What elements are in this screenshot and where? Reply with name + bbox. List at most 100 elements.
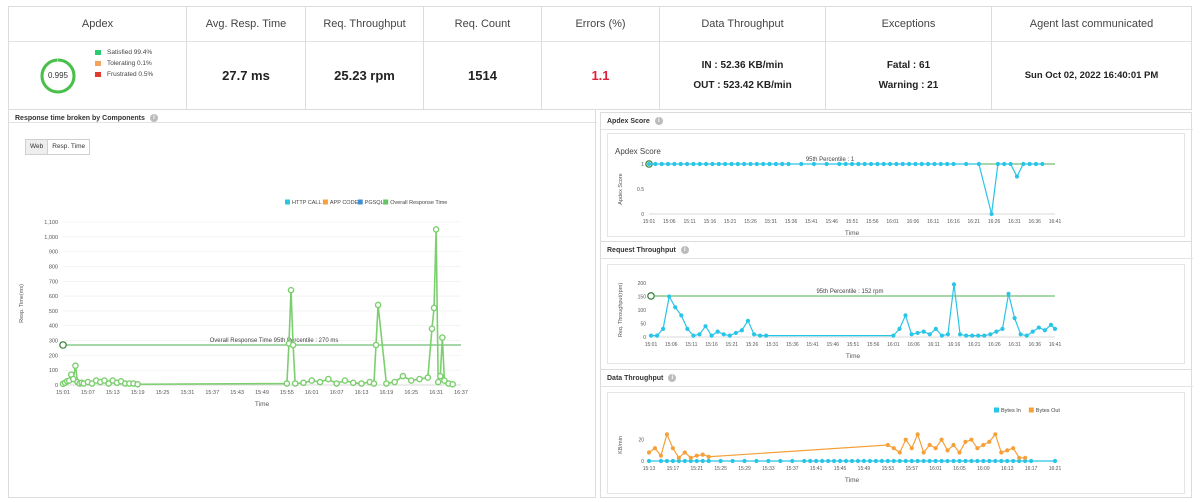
data-point	[915, 432, 920, 437]
x-tick-label: 15:13	[106, 390, 120, 396]
data-point	[814, 458, 819, 464]
data-throughput-title: Data Throughput	[607, 374, 664, 382]
errors-value: 1.1	[591, 67, 610, 83]
x-tick-label: 15:31	[766, 342, 779, 348]
data-point	[957, 332, 963, 337]
data-point	[742, 458, 747, 464]
data-point	[1012, 316, 1017, 321]
x-tick-label: 15:51	[847, 342, 860, 348]
data-throughput-header: Data Throughput	[660, 7, 825, 42]
x-tick-label: 15:36	[785, 219, 798, 225]
data-point	[721, 332, 726, 337]
data-point	[915, 330, 920, 336]
data-point	[1017, 458, 1022, 464]
data-point	[778, 458, 783, 464]
data-point	[799, 161, 804, 167]
data-point	[921, 458, 926, 464]
y-tick-label: 300	[49, 339, 58, 345]
data-point	[837, 458, 843, 464]
legend-swatch	[1028, 407, 1034, 413]
x-tick-label: 16:31	[1008, 342, 1021, 348]
data-point	[688, 455, 693, 460]
data-point	[885, 442, 890, 448]
exceptions-card: Exceptions Fatal : 61 Warning : 21	[825, 6, 991, 110]
y-tick-label: 700	[49, 279, 58, 285]
data-point	[700, 458, 705, 464]
data-point	[1040, 161, 1045, 167]
data-point	[691, 333, 696, 338]
info-icon[interactable]: i	[654, 117, 663, 125]
data-point	[903, 313, 908, 318]
apdex-legend: Satisfied 99.4% Tolerating 0.1% Frustrat…	[95, 47, 153, 80]
data-point	[773, 161, 778, 167]
info-icon[interactable]: i	[149, 114, 158, 122]
data-point	[283, 380, 291, 387]
x-tick-label: 15:56	[866, 219, 879, 225]
data-point	[927, 458, 932, 464]
data-point	[676, 458, 681, 464]
y-tick-label: 0.5	[637, 187, 644, 193]
data-point	[927, 442, 932, 448]
data-point	[289, 341, 297, 349]
data-point	[761, 161, 766, 167]
web-button[interactable]: Web	[25, 139, 49, 155]
data-point	[939, 458, 944, 464]
x-tick-label: 15:01	[56, 390, 70, 396]
x-tick-label: 16:07	[330, 390, 344, 396]
apdex-gauge: 0.995	[39, 57, 77, 95]
x-tick-label: 16:21	[968, 219, 981, 225]
data-point	[957, 458, 962, 464]
x-tick-label: 15:06	[663, 219, 676, 225]
data-point	[927, 332, 932, 337]
data-point	[727, 333, 732, 338]
x-tick-label: 15:21	[691, 466, 704, 472]
y-tick-label: 1	[641, 162, 644, 168]
y-tick-label: 0	[641, 459, 644, 465]
series-line	[649, 163, 1043, 215]
data-point	[652, 446, 658, 451]
x-axis-title: Time	[845, 230, 860, 237]
reference-line-label: Overall Response Time 95th Percentile : …	[210, 338, 339, 344]
data-point	[1042, 328, 1047, 333]
req-throughput-header: Req. Throughput	[306, 7, 423, 42]
data-in-value: IN : 52.36 KB/min	[701, 59, 784, 71]
data-point	[849, 458, 855, 464]
data-point	[694, 458, 699, 464]
x-tick-label: 15:16	[705, 342, 718, 348]
resp-time-button[interactable]: Resp. Time	[48, 139, 91, 155]
req-count-card: Req. Count 1514	[423, 6, 541, 110]
y-tick-label: 200	[638, 281, 647, 287]
data-throughput-chart-frame: 0 20 15:13 15:17 15:21 15:25 15:29 15:33 15:37 15…	[607, 392, 1185, 494]
x-tick-label: 15:49	[255, 390, 269, 396]
x-tick-label: 16:17	[1025, 466, 1038, 472]
data-point	[703, 324, 708, 329]
x-tick-label: 16:31	[1008, 219, 1021, 225]
data-point	[664, 432, 670, 437]
y-tick-label: 400	[49, 324, 58, 330]
x-tick-label: 16:21	[968, 342, 981, 348]
data-point	[945, 458, 950, 464]
y-tick-label: 150	[638, 295, 647, 301]
data-point	[945, 332, 951, 337]
data-throughput-card: Data Throughput IN : 52.36 KB/min OUT : …	[659, 6, 825, 110]
data-point	[676, 455, 681, 460]
data-point	[358, 380, 365, 387]
data-point	[646, 450, 652, 455]
data-point	[287, 286, 295, 294]
data-point	[811, 161, 817, 167]
data-point	[964, 161, 969, 167]
legend-frustrated: Frustrated 0.5%	[95, 69, 153, 80]
data-point	[906, 161, 912, 167]
x-tick-label: 16:01	[887, 342, 900, 348]
legend-swatch	[322, 199, 328, 205]
data-point	[951, 282, 957, 287]
legend-label: HTTP CALL	[292, 200, 322, 206]
info-icon[interactable]: i	[680, 246, 689, 254]
data-point	[661, 326, 666, 331]
request-throughput-chart: 0 50 100 150 200 15:01 15:06 15:11 15:16 15:21 15:…	[618, 281, 1061, 360]
data-point	[969, 437, 974, 442]
x-tick-label: 16:19	[379, 390, 393, 396]
info-icon[interactable]: i	[668, 374, 677, 382]
data-point	[764, 333, 769, 338]
request-throughput-title-row: Request Throughput i	[607, 246, 689, 254]
